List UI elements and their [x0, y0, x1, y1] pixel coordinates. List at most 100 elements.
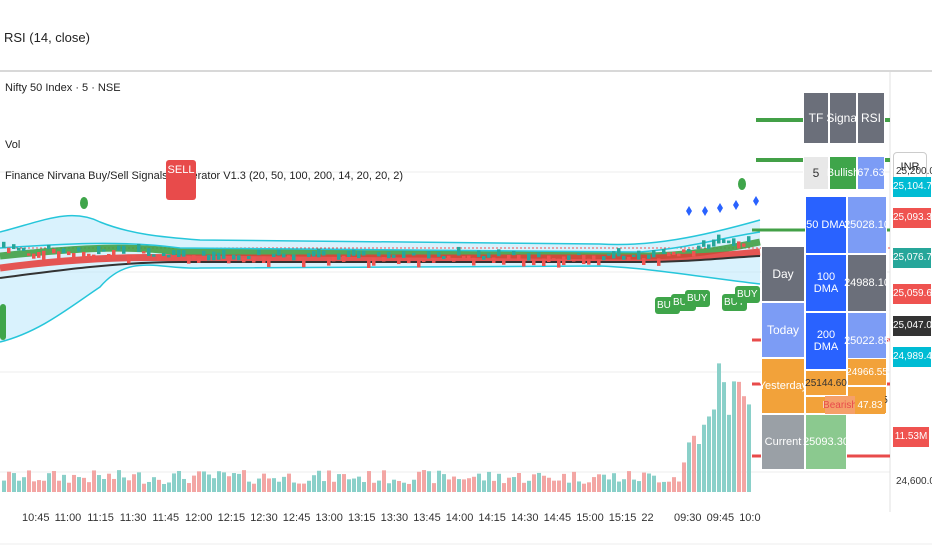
time-tick-label: 22: [641, 512, 654, 524]
candle: [387, 251, 391, 259]
volume-bar: [287, 473, 291, 492]
candle: [627, 256, 631, 261]
candle: [717, 234, 721, 244]
volume-bar: [307, 480, 311, 492]
dma-100-value: 24988.10: [844, 254, 890, 312]
buy-label: BUY: [657, 300, 678, 311]
candle: [562, 256, 566, 266]
candle: [567, 255, 571, 261]
volume-bar: [297, 483, 301, 492]
price-chart[interactable]: Nifty 50 Index · 5 · NSE Vol Finance Nir…: [0, 72, 932, 550]
candle: [442, 256, 446, 260]
indicator-legend[interactable]: Finance Nirvana Buy/Sell Signals Generat…: [5, 170, 404, 182]
candle: [342, 255, 346, 262]
chart-canvas[interactable]: [0, 72, 932, 550]
time-tick-label: 12:15: [217, 512, 246, 524]
candle: [662, 248, 666, 254]
volume-bar: [27, 470, 31, 492]
candle: [182, 250, 186, 257]
candle: [237, 255, 241, 261]
volume-bar: [212, 478, 216, 492]
volume-bar: [727, 414, 731, 492]
candle: [697, 245, 701, 250]
candle: [432, 258, 436, 263]
candle: [607, 253, 611, 256]
candle: [17, 247, 21, 251]
volume-bar: [107, 473, 111, 492]
volume-bar: [552, 480, 556, 492]
price-label-box: 25,047.05: [893, 316, 932, 336]
sell-label: SELL: [167, 164, 195, 176]
volume-bar: [487, 471, 491, 492]
table-row-signal: Bullish: [827, 156, 859, 190]
volume-bar: [682, 462, 686, 492]
table-header-signal: Signal: [826, 92, 860, 144]
price-label-box: 25,059.64: [893, 284, 932, 304]
table-header-rsi: RSI: [857, 92, 885, 144]
volume-bar: [452, 476, 456, 492]
volume-bar: [577, 481, 581, 492]
volume-legend[interactable]: Vol: [5, 139, 21, 151]
volume-bar: [262, 473, 266, 492]
candle: [447, 255, 451, 260]
volume-bar: [87, 482, 91, 492]
candle: [617, 248, 621, 257]
candle: [7, 247, 11, 254]
yesterday-rsi: 47.83: [855, 396, 885, 414]
candle: [292, 254, 296, 261]
candle: [537, 252, 541, 258]
volume-bar: [722, 382, 726, 492]
candle: [517, 255, 521, 261]
volume-bar: [317, 470, 321, 492]
candle: [32, 253, 36, 259]
candle: [497, 249, 501, 257]
candle: [637, 250, 641, 260]
volume-bar: [147, 481, 151, 492]
time-tick-label: 14:15: [478, 512, 506, 524]
candle: [707, 244, 711, 249]
candle: [357, 250, 361, 259]
candle: [147, 248, 151, 256]
candle: [327, 258, 331, 266]
candle: [527, 252, 531, 261]
time-tick-label: 11:15: [87, 512, 114, 524]
candle: [552, 258, 556, 261]
price-label-box: 25,093.30: [893, 208, 932, 228]
volume-bar: [372, 482, 376, 492]
candle: [602, 256, 606, 261]
volume-bar: [242, 470, 246, 492]
buy-label: BUY: [673, 297, 694, 308]
bollinger-band-fill: [0, 215, 760, 342]
candle: [482, 255, 486, 260]
volume-bar: [207, 474, 211, 492]
volume-bar: [482, 480, 486, 492]
sell-signal-badge: SELL: [166, 160, 196, 200]
volume-bar: [512, 477, 516, 492]
candle: [242, 257, 246, 263]
volume-bar: [417, 471, 421, 492]
volume-bar: [462, 479, 466, 492]
volume-bar: [342, 474, 346, 492]
candle: [352, 249, 356, 256]
volume-bar: [447, 479, 451, 492]
volume-bars: [2, 363, 751, 492]
symbol-legend[interactable]: Nifty 50 Index · 5 · NSE: [5, 82, 121, 94]
volume-bar: [622, 479, 626, 492]
candle: [557, 258, 561, 268]
volume-bar: [377, 480, 381, 492]
volume-bar: [627, 471, 631, 492]
candle: [2, 241, 6, 248]
candle: [642, 258, 646, 265]
candle: [42, 250, 46, 260]
rsi-study-label[interactable]: RSI (14, close): [4, 30, 90, 45]
volume-bar: [592, 477, 596, 492]
volume-bar: [367, 471, 371, 492]
time-tick-label: 15:15: [608, 512, 637, 524]
volume-bar: [522, 482, 526, 492]
volume-bar: [542, 475, 546, 492]
candle: [122, 245, 126, 254]
volume-bar: [537, 472, 541, 492]
candle: [647, 254, 651, 259]
volume-bar: [137, 472, 141, 492]
candle: [82, 251, 86, 260]
